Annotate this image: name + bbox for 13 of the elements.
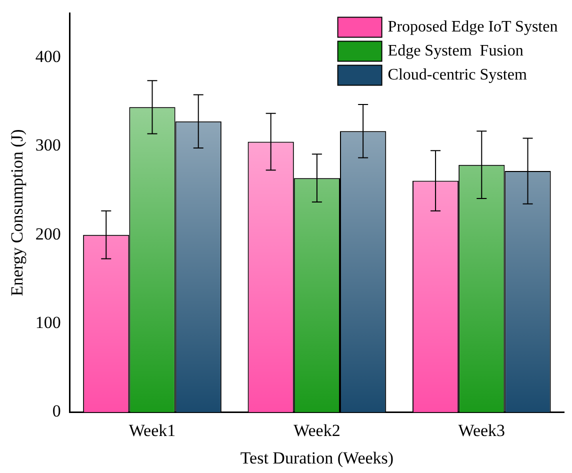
x-tick-label: Week1 <box>128 420 176 440</box>
y-tick-label: 0 <box>52 402 61 421</box>
y-tick-label: 200 <box>35 224 61 244</box>
legend-label: Edge System Fusion <box>388 42 524 60</box>
x-tick-label: Week3 <box>458 420 506 440</box>
y-tick-label: 300 <box>35 136 61 155</box>
x-tick-label: Week2 <box>294 420 340 440</box>
y-tick-label: 400 <box>35 47 61 66</box>
legend-label: Proposed Edge IoT Systen <box>388 18 558 36</box>
y-tick-label: 100 <box>35 313 61 332</box>
legend-label: Cloud-centric System <box>388 66 528 84</box>
y-axis-title: Energy Consumption (J) <box>8 129 27 296</box>
x-axis-title: Test Duration (Weeks) <box>240 448 394 468</box>
